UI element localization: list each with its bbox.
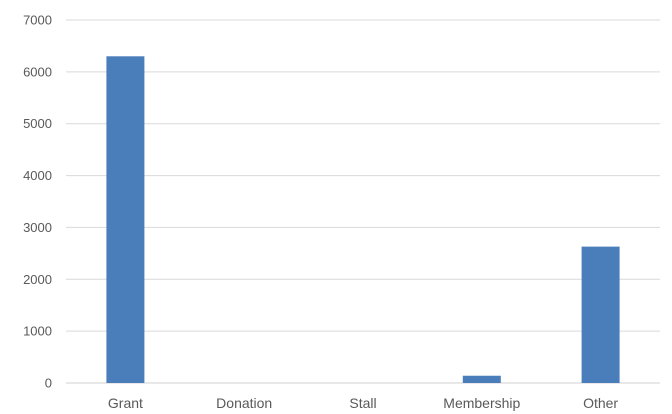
x-tick-label: Membership	[443, 395, 520, 411]
bars	[106, 56, 620, 384]
x-tick-label: Stall	[349, 395, 376, 411]
y-tick-label: 2000	[23, 272, 52, 287]
y-tick-label: 0	[45, 376, 52, 391]
y-axis-ticks: 0 1000 2000 3000 4000 5000 6000 7000	[23, 13, 52, 391]
x-tick-label: Grant	[108, 395, 143, 411]
y-tick-label: 1000	[23, 324, 52, 339]
bar-other	[581, 246, 620, 383]
bar-grant	[106, 56, 145, 384]
y-tick-label: 6000	[23, 64, 52, 79]
y-tick-label: 4000	[23, 168, 52, 183]
x-tick-label: Other	[583, 395, 618, 411]
gridlines	[66, 19, 660, 384]
x-tick-label: Donation	[216, 395, 272, 411]
y-tick-label: 7000	[23, 13, 52, 28]
x-axis-ticks: Grant Donation Stall Membership Other	[108, 395, 619, 411]
y-tick-label: 5000	[23, 116, 52, 131]
y-tick-label: 3000	[23, 220, 52, 235]
bar-membership	[462, 375, 501, 383]
